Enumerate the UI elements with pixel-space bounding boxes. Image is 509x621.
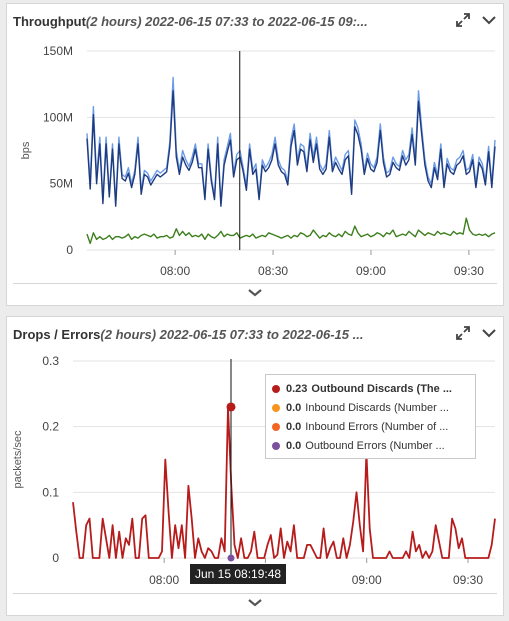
legend-value: 0.0 <box>286 420 302 433</box>
x-tick-label: 08:30 <box>258 264 288 278</box>
throughput-panel: Throughput(2 hours) 2022-06-15 07:33 to … <box>6 3 504 306</box>
panel-title: Drops / Errors(2 hours) 2022-06-15 07:33… <box>13 327 363 342</box>
panel-title-text: Drops / Errors <box>13 327 101 342</box>
legend-label: Inbound Errors (Number of ... <box>305 420 449 433</box>
y-tick-label: 0.1 <box>42 485 59 499</box>
panel-header: Throughput(2 hours) 2022-06-15 07:33 to … <box>7 4 503 34</box>
legend-dot <box>272 403 280 412</box>
series-line <box>86 90 496 207</box>
panel-title: Throughput(2 hours) 2022-06-15 07:33 to … <box>13 14 368 29</box>
expand-icon[interactable] <box>455 12 471 28</box>
legend-value: 0.0 <box>286 439 302 452</box>
x-tick-label: 09:00 <box>356 264 386 278</box>
x-tick-label: 08:00 <box>160 264 190 278</box>
series-line <box>86 217 496 245</box>
legend-dot <box>272 422 280 431</box>
x-tick-label: 09:30 <box>454 264 484 278</box>
divider <box>13 283 497 284</box>
y-tick-label: 0 <box>66 243 73 257</box>
panel-time-range: (2 hours) 2022-06-15 07:33 to 2022-06-15… <box>100 327 364 342</box>
legend-label: Outbound Discards (The ... <box>311 382 452 395</box>
x-tick-label: 08:00 <box>149 573 179 587</box>
highlight-point <box>226 402 236 412</box>
divider <box>13 593 497 594</box>
legend-item[interactable]: 0.0 Inbound Errors (Number of ... <box>272 417 469 436</box>
panel-title-text: Throughput <box>13 14 86 29</box>
chevron-down-icon[interactable] <box>481 325 497 341</box>
x-tick-label: 09:00 <box>352 573 382 587</box>
panel-time-range: (2 hours) 2022-06-15 07:33 to 2022-06-15… <box>85 14 368 29</box>
legend-item[interactable]: 0.0 Outbound Errors (Number ... <box>272 436 469 455</box>
legend-label: Inbound Discards (Number ... <box>305 401 449 414</box>
chart-legend: 0.23 Outbound Discards (The ... 0.0 Inbo… <box>265 374 476 459</box>
y-tick-label: 150M <box>43 44 73 58</box>
series-line <box>86 76 496 205</box>
y-axis-label: packets/sec <box>12 430 24 489</box>
collapse-chevron-icon[interactable] <box>246 288 264 298</box>
y-tick-label: 50M <box>50 177 73 191</box>
y-tick-label: 100M <box>43 110 73 124</box>
highlight-point-zero <box>227 554 235 562</box>
legend-value: 0.0 <box>286 401 302 414</box>
chevron-down-icon[interactable] <box>481 12 497 28</box>
legend-item[interactable]: 0.23 Outbound Discards (The ... <box>272 379 469 398</box>
legend-label: Outbound Errors (Number ... <box>305 439 445 452</box>
legend-dot <box>272 384 280 393</box>
legend-item[interactable]: 0.0 Inbound Discards (Number ... <box>272 398 469 417</box>
panel-header: Drops / Errors(2 hours) 2022-06-15 07:33… <box>7 317 503 347</box>
expand-icon[interactable] <box>455 325 471 341</box>
y-tick-label: 0 <box>52 551 59 565</box>
legend-dot <box>272 441 280 450</box>
collapse-chevron-icon[interactable] <box>246 598 264 608</box>
throughput-chart[interactable]: 150M 100M 50M 0 bps 08:00 08:30 09:00 09:30 <box>7 4 503 289</box>
y-tick-label: 0.2 <box>42 420 59 434</box>
series-line <box>72 406 496 559</box>
legend-value: 0.23 <box>286 382 308 395</box>
y-axis-label: bps <box>20 141 32 159</box>
x-tick-label: 09:30 <box>453 573 483 587</box>
y-tick-label: 0.3 <box>42 354 59 368</box>
time-tooltip: Jun 15 08:19:48 <box>190 564 287 584</box>
drops-errors-chart[interactable]: 0.30.20.10packets/sec08:0008:3009:0009:3… <box>7 317 503 602</box>
